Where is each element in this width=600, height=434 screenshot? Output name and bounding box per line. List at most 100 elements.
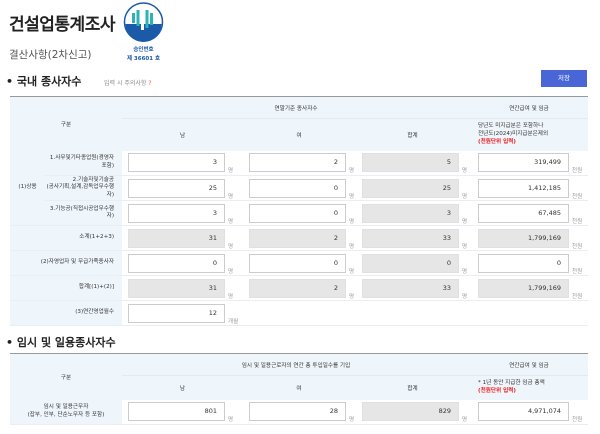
header-category: 구분 xyxy=(10,96,123,151)
section-title-text: 국내 종사자수 xyxy=(16,75,82,88)
temporary-employees-table: 구분 임시 및 일용근로자의 연간 총 투입일수를 기입 연간급여 및 임금 남… xyxy=(10,353,589,425)
male-input: 31 xyxy=(128,228,226,248)
pay-input: 1,799,169 xyxy=(478,278,570,298)
pay-input[interactable]: 67,485 xyxy=(478,203,570,223)
header-total: 합계 xyxy=(355,118,471,151)
female-input[interactable]: 0 xyxy=(249,253,347,273)
domestic-employees-table: 구분 연말기준 종사자수 연간급여 및 임금 남 여 합계 당년도 미지급분은 … xyxy=(10,96,589,326)
total-field: 0 xyxy=(362,253,460,273)
header-pay: 연간급여 및 임금 xyxy=(470,353,589,376)
pay-input[interactable]: 4,971,074 xyxy=(478,402,570,422)
unit-label: 명 xyxy=(462,218,468,225)
unit-label: 명 xyxy=(462,268,468,275)
unit-label: 명 xyxy=(228,417,234,424)
unit-label: 천원 xyxy=(572,268,583,275)
row-label: 합계[(1)+(2)] xyxy=(10,275,123,301)
page-subtitle: 결산사항(2차신고) xyxy=(9,49,92,61)
pay-note-2: (천원단위 입력) xyxy=(478,387,516,394)
female-input[interactable]: 2 xyxy=(249,153,347,173)
table-row: (1)상용 1.사무및기타종업원(경영자포함) 3명 2명 5명 319,499천원 xyxy=(10,150,589,226)
unit-label: 명 xyxy=(228,268,234,275)
unit-label: 명 xyxy=(228,193,234,200)
female-input[interactable]: 0 xyxy=(249,178,347,198)
pay-input[interactable]: 1,412,185 xyxy=(478,178,570,198)
pay-input[interactable]: 0 xyxy=(478,253,570,273)
unit-label: 명 xyxy=(462,417,468,424)
row-label: 2.기술자및기술공 (공사기획,설계,감독업무수행자) xyxy=(45,175,123,201)
pay-note-2: 전년도(2024)미지급분은제외 xyxy=(478,130,549,137)
unit-label: 명 xyxy=(228,168,234,175)
table-row: 합계[(1)+(2)] 31명 2명 33명 1,799,169천원 xyxy=(10,275,589,301)
header-group: 연말기준 종사자수 xyxy=(122,96,471,119)
pay-note-3: (천원단위 입력) xyxy=(478,138,516,145)
table-row: 소계(1+2+3) 31명 2명 33명 1,799,169천원 xyxy=(10,225,589,251)
header-male: 남 xyxy=(122,118,244,151)
group-label: (1)상용 xyxy=(10,150,45,226)
table-row: 3.기능공(직접시공업무수행자) 3명 0명 3명 67,485천원 xyxy=(10,200,589,226)
months-input[interactable]: 12 xyxy=(128,303,226,323)
pay-input: 1,799,169 xyxy=(478,228,570,248)
total-field: 3 xyxy=(362,203,460,223)
logo-line2: 제 36601 호 xyxy=(127,54,160,62)
page-title: 건설업통계조사 xyxy=(9,15,115,35)
table-row: (3)연간영업월수 12개월 xyxy=(10,300,589,326)
unit-label: 천원 xyxy=(572,243,583,250)
male-input: 31 xyxy=(128,278,226,298)
unit-label: 천원 xyxy=(572,293,583,300)
header-female: 여 xyxy=(243,375,355,400)
unit-label: 명 xyxy=(228,293,234,300)
header-pay-note: 당년도 미지급분은 포함하나 전년도(2024)미지급분은제외 (천원단위 입력) xyxy=(470,118,589,151)
logo-line1: 승인번호 xyxy=(133,45,153,53)
male-input[interactable]: 3 xyxy=(128,203,226,223)
unit-label: 명 xyxy=(228,243,234,250)
total-field: 5 xyxy=(362,153,460,173)
national-statistics-logo: 승인번호 제 36601 호 xyxy=(121,2,166,66)
unit-label: 명 xyxy=(349,293,355,300)
female-input: 2 xyxy=(249,228,347,248)
unit-label: 명 xyxy=(349,243,355,250)
header-total: 합계 xyxy=(355,375,471,400)
section-title-text: 임시 및 일용종사자수 xyxy=(16,336,116,349)
female-input[interactable]: 0 xyxy=(249,203,347,223)
row-label: 임시 및 일용근무자 (잡부, 인부, 단순노무자 등 포함) xyxy=(10,399,122,425)
unit-label: 명 xyxy=(349,268,355,275)
male-input[interactable]: 25 xyxy=(128,178,226,198)
pay-note-1: * 1년 동안 지급한 임금 총액 xyxy=(478,380,545,387)
unit-label: 개월 xyxy=(228,318,239,325)
total-field: 33 xyxy=(362,278,460,298)
row-label: 3.기능공(직접시공업무수행자) xyxy=(45,200,123,226)
section-title-domestic: • 국내 종사자수 xyxy=(6,75,82,88)
unit-label: 명 xyxy=(462,243,468,250)
header-male: 남 xyxy=(122,375,243,400)
unit-label: 명 xyxy=(349,218,355,225)
unit-label: 명 xyxy=(462,193,468,200)
header-category: 구분 xyxy=(10,353,122,400)
header-pay: 연간급여 및 임금 xyxy=(470,96,589,119)
female-input[interactable]: 28 xyxy=(249,402,346,422)
pay-note-1: 당년도 미지급분은 포함하나 xyxy=(478,123,544,130)
unit-label: 천원 xyxy=(572,168,583,175)
unit-label: 명 xyxy=(462,293,468,300)
row-label: 소계(1+2+3) xyxy=(10,225,123,251)
save-button[interactable]: 저장 xyxy=(541,70,587,87)
unit-label: 명 xyxy=(349,193,355,200)
note-text: 입력 시 주의사항 xyxy=(104,80,147,87)
unit-label: 명 xyxy=(462,168,468,175)
section-title-temporary: • 임시 및 일용종사자수 xyxy=(6,336,116,349)
unit-label: 천원 xyxy=(572,417,583,424)
input-notice-link[interactable]: 입력 시 주의사항 ? xyxy=(104,78,152,87)
unit-label: 명 xyxy=(349,168,355,175)
row-label: 1.사무및기타종업원(경영자포함) xyxy=(45,150,123,176)
total-field: 829 xyxy=(362,402,459,422)
male-input[interactable]: 3 xyxy=(128,153,226,173)
unit-label: 명 xyxy=(349,417,355,424)
pay-input[interactable]: 319,499 xyxy=(478,153,570,173)
table-row: (2)자영업자 및 무급가족종사자 0명 0명 0명 0천원 xyxy=(10,250,589,276)
male-input[interactable]: 801 xyxy=(128,402,225,422)
row-label: (3)연간영업월수 xyxy=(10,300,123,326)
header-group: 임시 및 일용근로자의 연간 총 투입일수를 기입 xyxy=(122,353,471,376)
male-input[interactable]: 0 xyxy=(128,253,226,273)
unit-label: 명 xyxy=(228,218,234,225)
row-label: (2)자영업자 및 무급가족종사자 xyxy=(10,250,123,276)
table-row: 임시 및 일용근무자 (잡부, 인부, 단순노무자 등 포함) 801명 28명 … xyxy=(10,399,589,425)
